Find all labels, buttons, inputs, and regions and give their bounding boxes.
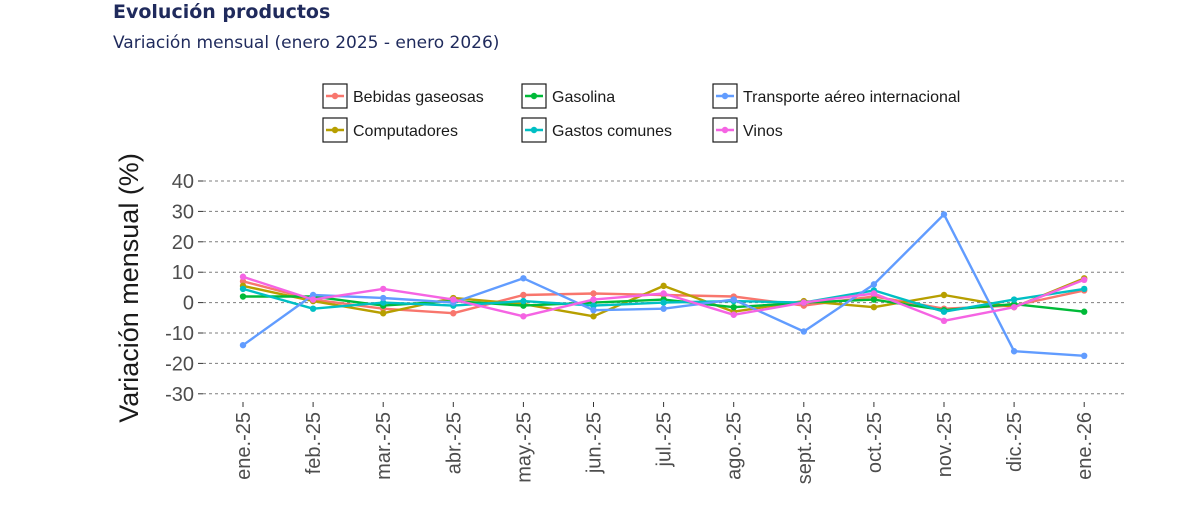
data-point-vinos [239,273,247,280]
y-tick-label: 40 [172,171,194,193]
data-point-computadores [870,303,878,311]
data-point-gasolina [239,293,247,300]
data-point-transporte-aereo-internacional [1010,348,1018,355]
data-point-vinos [1010,303,1018,311]
data-point-vinos [800,299,807,306]
x-tick-label: nov.-25 [934,412,956,477]
data-point-vinos [590,296,597,303]
data-point-transporte-aereo-internacional [1081,352,1088,359]
data-point-vinos [730,311,737,318]
data-point-computadores [940,291,948,299]
data-point-transporte-aereo-internacional [239,341,247,349]
x-tick-label: ene.-26 [1074,412,1096,480]
data-point-computadores [590,313,597,320]
data-point-gastos-comunes [239,285,247,293]
legend-key-point [530,126,538,134]
legend: Bebidas gaseosas Gasolina Transporte aéreo… [322,83,960,143]
y-tick-label: 30 [172,201,194,223]
x-tick-label: ago.-25 [724,412,746,480]
legend-key-point [530,92,538,100]
legend-label-computadores: Computadores [353,123,458,140]
data-point-vinos [520,313,527,320]
data-point-computadores [660,282,667,290]
y-tick-label: 10 [172,262,194,284]
data-point-gasolina [520,302,527,309]
y-tick-label: -10 [165,323,194,345]
data-point-vinos [870,290,878,297]
data-point-gastos-comunes [520,297,527,305]
data-point-gastos-comunes [1081,285,1088,293]
data-point-transporte-aereo-internacional [940,211,948,218]
data-point-gastos-comunes [590,302,597,309]
data-point-gasolina [1081,308,1088,315]
legend-key-point [721,92,729,100]
data-point-gastos-comunes [380,299,387,306]
data-point-vinos [1081,276,1088,283]
y-axis-label: Variación mensual (%) [114,153,144,423]
x-tick-label: abr.-25 [443,412,465,474]
data-point-transporte-aereo-internacional [730,296,737,303]
data-point-transporte-aereo-internacional [660,305,667,312]
series-lines [239,211,1088,359]
legend-label-vinos: Vinos [743,123,783,140]
y-tick-label: -20 [165,353,194,375]
data-point-transporte-aereo-internacional [309,291,317,299]
data-point-bebidas-gaseosas [590,290,597,297]
x-tick-label: jul.-25 [654,412,676,467]
data-point-vinos [450,296,457,303]
data-point-transporte-aereo-internacional [800,328,807,335]
data-point-gastos-comunes [940,308,948,315]
data-point-transporte-aereo-internacional [520,275,527,282]
data-point-vinos [380,285,387,293]
data-point-bebidas-gaseosas [520,291,527,299]
data-point-bebidas-gaseosas [450,310,457,317]
chart-subtitle: Variación mensual (enero 2025 - enero 20… [113,33,500,53]
data-point-gastos-comunes [660,299,667,306]
x-tick-label: mar.-25 [373,412,395,480]
legend-key-point [331,126,339,134]
legend-label-gastos-comunes: Gastos comunes [552,123,672,140]
axes: 40 30 20 10 0 -10 -20 -30 ene.-25 feb.-25 mar.-25 a… [165,171,1096,484]
data-point-gasolina [870,296,878,303]
x-tick-label: jun.-25 [584,412,606,474]
legend-key-point [331,92,339,100]
data-point-transporte-aereo-internacional [380,294,387,302]
grid-lines [203,180,1126,395]
x-tick-label: may.-25 [513,412,535,483]
x-tick-label: oct.-25 [864,412,886,473]
data-point-gastos-comunes [1010,296,1018,303]
data-point-computadores [380,310,387,317]
y-tick-label: 0 [183,293,194,315]
data-point-vinos [660,290,667,297]
data-point-vinos [309,296,317,303]
legend-label-gasolina: Gasolina [552,89,615,106]
legend-label-bebidas-gaseosas: Bebidas gaseosas [353,89,484,106]
legend-label-transporte-aereo-internacional: Transporte aéreo internacional [743,89,960,106]
data-point-transporte-aereo-internacional [870,281,878,288]
y-tick-label: -30 [165,384,194,406]
data-point-vinos [940,317,948,325]
chart-title: Evolución productos [113,1,331,23]
x-tick-label: ene.-25 [233,412,255,480]
x-tick-label: dic.-25 [1004,412,1026,472]
legend-key-point [721,126,729,134]
x-tick-label: feb.-25 [303,412,325,474]
data-point-transporte-aereo-internacional [590,307,597,314]
x-tick-label: sept.-25 [794,412,816,484]
data-point-bebidas-gaseosas [239,278,247,285]
y-tick-label: 20 [172,232,194,254]
data-point-gastos-comunes [309,305,317,312]
data-point-gasolina [730,303,737,311]
